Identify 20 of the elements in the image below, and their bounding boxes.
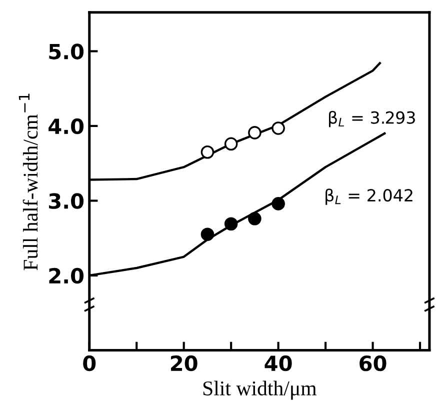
- y-tick-label: 3.0: [49, 193, 84, 209]
- point: [248, 212, 262, 226]
- point: [224, 217, 238, 231]
- point: [224, 137, 238, 151]
- x-axis-title: Slit width/μm: [203, 380, 316, 400]
- y-axis-title: Full half-width/cm$^{−1}$: [18, 94, 38, 270]
- y-tick-label: 4.0: [48, 118, 84, 134]
- x-tick-label: 0: [83, 355, 96, 372]
- x-tick-label: 20: [171, 355, 198, 372]
- x-tick-label: 40: [264, 355, 292, 372]
- x-tick-label: 60: [360, 355, 386, 372]
- point: [200, 228, 214, 241]
- y-tick-label: 5.0: [49, 44, 84, 60]
- annotation: β$_{L}$ = 2.042: [326, 188, 412, 205]
- point: [272, 122, 285, 135]
- point: [200, 145, 214, 159]
- annotation: β$_{L}$ = 3.293: [329, 110, 415, 128]
- point: [248, 126, 262, 140]
- point: [272, 197, 285, 210]
- y-tick-label: 2.0: [49, 268, 84, 284]
